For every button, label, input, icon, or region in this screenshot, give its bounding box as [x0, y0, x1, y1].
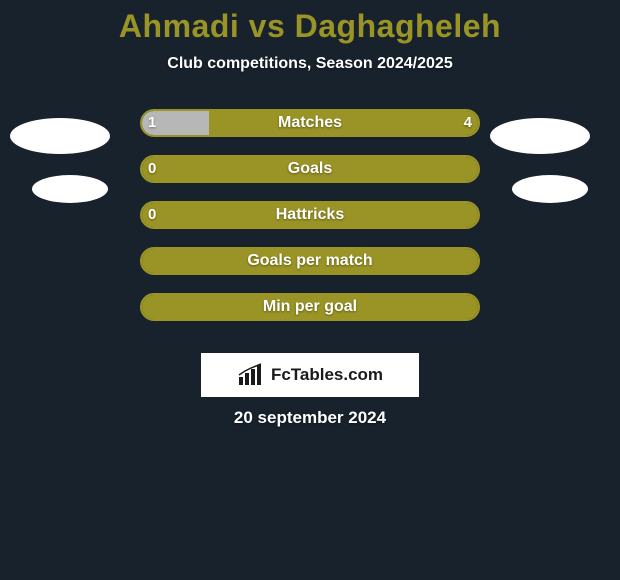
bar-chart-icon — [237, 363, 265, 387]
comparison-infographic: Ahmadi vs Daghagheleh Club competitions,… — [0, 0, 620, 580]
date-text: 20 september 2024 — [0, 408, 620, 428]
bar-label: Goals — [140, 155, 480, 183]
stat-row: Goals0 — [0, 155, 620, 183]
value-left: 0 — [148, 201, 156, 229]
page-title: Ahmadi vs Daghagheleh — [0, 0, 620, 45]
logo-text: FcTables.com — [271, 365, 383, 385]
stat-row: Goals per match — [0, 247, 620, 275]
bar-label: Hattricks — [140, 201, 480, 229]
stat-row: Matches1 4 — [0, 109, 620, 137]
value-right: 4 — [464, 109, 472, 137]
logo-box: FcTables.com — [201, 353, 419, 397]
stat-row: Min per goal — [0, 293, 620, 321]
bars-area: Matches14Goals0Hattricks0Goals per match… — [0, 109, 620, 321]
bar-label: Goals per match — [140, 247, 480, 275]
bar-label: Matches — [140, 109, 480, 137]
subtitle: Club competitions, Season 2024/2025 — [0, 55, 620, 73]
stat-row: Hattricks0 — [0, 201, 620, 229]
value-left: 0 — [148, 155, 156, 183]
value-left: 1 — [148, 109, 156, 137]
bar-label: Min per goal — [140, 293, 480, 321]
